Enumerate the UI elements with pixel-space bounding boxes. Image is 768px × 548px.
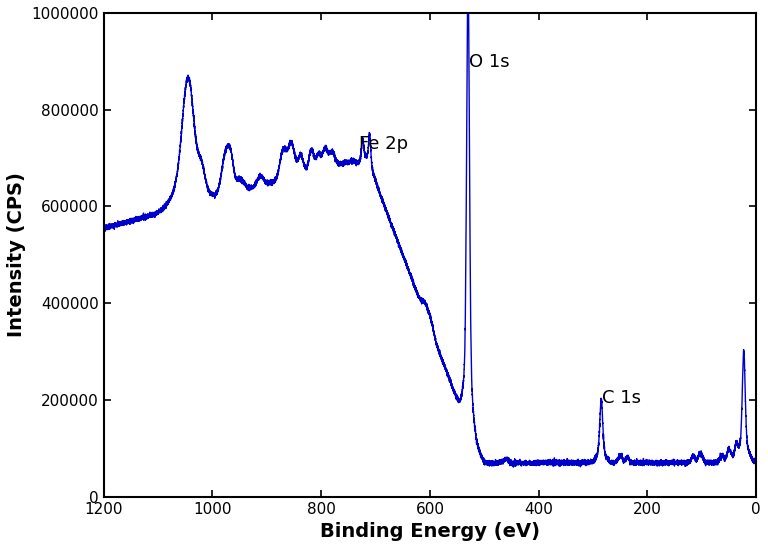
Text: C 1s: C 1s [602,389,641,407]
Text: O 1s: O 1s [469,53,510,71]
X-axis label: Binding Energy (eV): Binding Energy (eV) [320,522,540,541]
Y-axis label: Intensity (CPS): Intensity (CPS) [7,173,26,337]
Text: Fe 2p: Fe 2p [359,135,409,153]
